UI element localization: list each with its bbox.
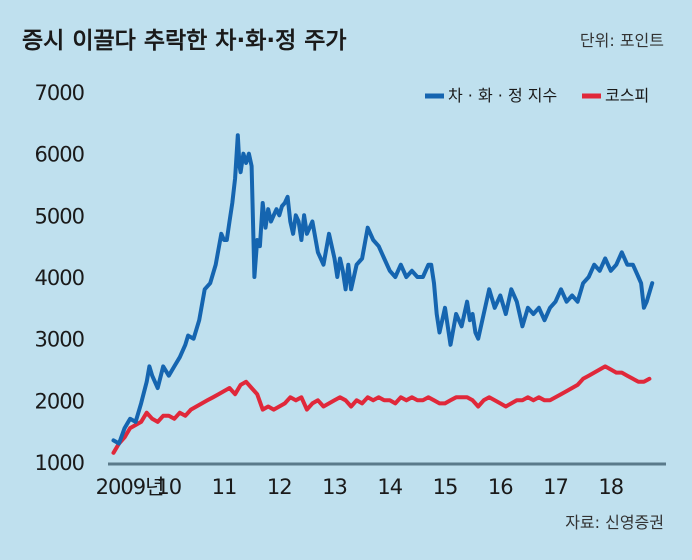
x-tick-label: 17 [543, 475, 568, 499]
y-tick-label: 5000 [35, 204, 84, 228]
y-tick-label: 1000 [35, 451, 84, 475]
series-line-chahwajeong [111, 133, 655, 446]
y-tick-label: 6000 [35, 143, 84, 167]
x-tick-label: 2009년 [96, 475, 164, 499]
unit-label: 단위: 포인트 [580, 31, 664, 50]
plot-area [111, 133, 655, 455]
legend-label-kospi: 코스피 [605, 86, 649, 105]
y-tick-label: 4000 [35, 266, 84, 290]
series-line-kospi [111, 364, 652, 455]
x-tick-label: 11 [212, 475, 237, 499]
x-tick-label: 10 [156, 475, 181, 499]
y-tick-label: 3000 [35, 328, 84, 352]
y-axis-ticks: 7000 6000 5000 4000 3000 2000 1000 [35, 81, 85, 475]
x-tick-label: 16 [488, 475, 513, 499]
chart-title: 증시 이끌다 추락한 차·화·정 주가 [22, 28, 347, 54]
x-tick-label: 13 [322, 475, 347, 499]
legend-label-chahwajeong: 차 · 화 · 정 지수 [448, 86, 557, 105]
x-tick-label: 15 [433, 475, 458, 499]
source-label: 자료: 신영증권 [565, 513, 664, 532]
x-tick-label: 18 [598, 475, 623, 499]
y-tick-label: 7000 [35, 81, 84, 105]
x-tick-label: 12 [267, 475, 292, 499]
y-tick-label: 2000 [35, 389, 84, 413]
x-tick-label: 14 [377, 475, 402, 499]
legend: 차 · 화 · 정 지수 코스피 [425, 86, 649, 105]
